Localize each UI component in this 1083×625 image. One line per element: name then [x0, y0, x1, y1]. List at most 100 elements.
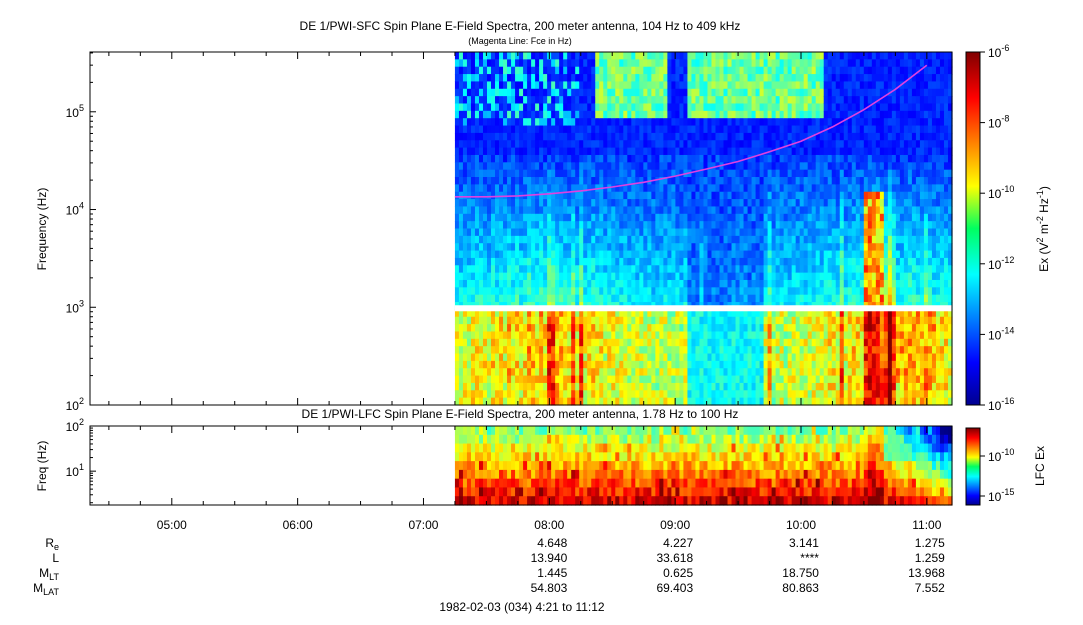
- spectrogram-cell: [466, 177, 472, 185]
- spectrogram-cell: [663, 169, 668, 178]
- spectrogram-cell: [851, 147, 857, 156]
- spectrogram-cell: [599, 81, 604, 90]
- spectrogram-cell: [687, 360, 693, 369]
- spectrogram-cell: [482, 331, 488, 340]
- spectrogram-cell: [867, 368, 873, 377]
- spectrogram-cell: [655, 81, 660, 90]
- spectrogram-cell: [603, 66, 608, 75]
- spectrogram-cell: [559, 88, 564, 97]
- spectrogram-cell: [783, 147, 789, 156]
- spectrogram-cell: [831, 375, 837, 384]
- spectrogram-cell: [823, 103, 829, 112]
- spectrogram-cell: [835, 360, 841, 369]
- spectrogram-cell: [747, 221, 753, 230]
- spectrogram-cell: [635, 272, 640, 281]
- spectrogram-cell: [466, 338, 472, 347]
- spectrogram-cell: [535, 294, 540, 303]
- spectrogram-cell: [591, 382, 596, 391]
- spectrogram-cell: [815, 221, 821, 230]
- spectrogram-cell: [779, 59, 785, 68]
- spectrogram-cell: [807, 316, 813, 325]
- spectrogram-cell: [731, 250, 737, 259]
- spectrogram-cell: [639, 74, 644, 83]
- spectrogram-cell: [847, 368, 853, 377]
- spectrogram-cell: [659, 375, 664, 384]
- spectrogram-cell: [454, 265, 460, 274]
- spectrogram-cell: [855, 279, 861, 288]
- spectrogram-cell: [482, 265, 488, 274]
- spectrogram-cell: [711, 316, 717, 325]
- spectrogram-cell: [783, 221, 789, 230]
- spectrogram-cell: [843, 177, 849, 185]
- spectrogram-cell: [863, 250, 869, 259]
- spectrogram-cell: [499, 59, 504, 68]
- spectrogram-cell: [551, 213, 556, 222]
- spectrogram-cell: [819, 397, 825, 406]
- spectrogram-cell: [458, 213, 464, 222]
- spectrogram-cell: [503, 272, 508, 281]
- spectrogram-cell: [747, 257, 753, 266]
- spectrogram-cell: [667, 243, 672, 252]
- spectrogram-cell: [787, 294, 793, 303]
- spectrogram-cell: [795, 235, 801, 244]
- spectrogram-cell: [563, 316, 568, 325]
- spectrogram-cell: [567, 52, 572, 60]
- spectrogram-cell: [487, 257, 492, 266]
- spectrogram-cell: [791, 147, 797, 156]
- spectrogram-cell: [519, 59, 524, 68]
- spectrogram-cell: [627, 132, 632, 141]
- spectrogram-cell: [683, 382, 689, 391]
- spectrogram-cell: [591, 88, 596, 97]
- spectrogram-cell: [454, 59, 460, 68]
- spectrogram-cell: [719, 353, 725, 362]
- spectrogram-cell: [839, 397, 845, 406]
- spectrogram-cell: [599, 147, 604, 156]
- spectrogram-cell: [619, 382, 624, 391]
- spectrogram-cell: [815, 169, 821, 178]
- spectrogram-cell: [671, 368, 677, 377]
- spectrogram-cell: [691, 59, 697, 68]
- spectrogram-cell: [807, 324, 813, 333]
- spectrogram-cell: [539, 265, 544, 274]
- spectrogram-cell: [587, 382, 592, 391]
- spectrogram-cell: [795, 74, 801, 83]
- spectrogram-cell: [591, 353, 596, 362]
- spectrogram-cell: [687, 191, 693, 200]
- spectrogram-cell: [519, 140, 524, 149]
- spectrogram-cell: [454, 338, 460, 347]
- spectrogram-cell: [823, 346, 829, 355]
- spectrogram-cell: [819, 184, 825, 193]
- spectrogram-cell: [859, 279, 865, 288]
- spectrogram-cell: [527, 52, 532, 60]
- spectrogram-cell: [811, 265, 817, 274]
- spectrogram-cell: [523, 118, 528, 127]
- spectrogram-cell: [811, 294, 817, 303]
- spectrogram-cell: [543, 213, 548, 222]
- spectrogram-cell: [663, 265, 668, 274]
- spectrogram-cell: [759, 375, 765, 384]
- spectrogram-cell: [851, 213, 857, 222]
- spectrogram-cell: [843, 257, 849, 266]
- spectrogram-cell: [723, 191, 729, 200]
- spectrogram-cell: [462, 154, 468, 163]
- spectrogram-cell: [827, 279, 833, 288]
- spectrogram-cell: [579, 59, 584, 68]
- spectrogram-cell: [867, 140, 873, 149]
- spectrogram-cell: [511, 96, 516, 105]
- spectrogram-cell: [543, 243, 548, 252]
- spectrogram-cell: [783, 287, 789, 296]
- spectrogram-cell: [454, 272, 460, 281]
- spectrogram-cell: [567, 316, 572, 325]
- spectrogram-cell: [763, 52, 769, 60]
- spectrogram-cell: [779, 265, 785, 274]
- spectrogram-cell: [831, 294, 837, 303]
- spectrogram-cell: [707, 103, 713, 112]
- spectrogram-cell: [723, 52, 729, 60]
- spectrogram-cell: [663, 59, 668, 68]
- spectrogram-cell: [851, 103, 857, 112]
- spectrogram-cell: [775, 132, 781, 141]
- spectrogram-cell: [491, 154, 496, 163]
- spectrogram-cell: [867, 279, 873, 288]
- spectrogram-cell: [787, 59, 793, 68]
- spectrogram-cell: [499, 177, 504, 185]
